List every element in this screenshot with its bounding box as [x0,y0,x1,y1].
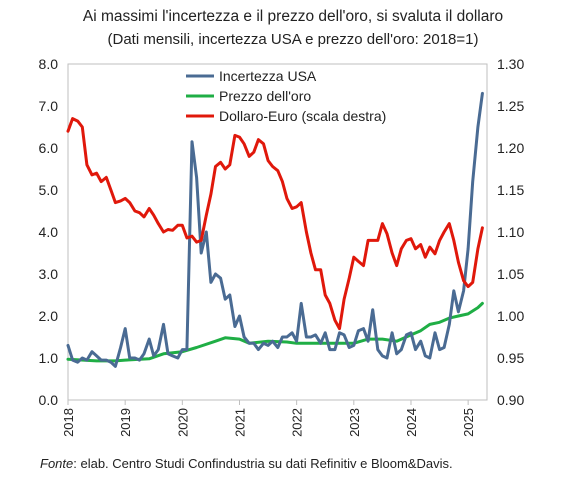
left-tick-label: 0.0 [39,392,59,408]
legend-label: Incertezza USA [219,68,317,84]
source-label: Fonte [40,456,74,471]
right-tick-label: 0.90 [497,392,524,408]
series-line-prezzo-oro [66,301,484,363]
right-tick-label: 1.30 [497,56,524,72]
x-tick-label: 2025 [461,408,476,437]
right-axis: 0.90 0.95 1.00 1.05 1.10 1.15 1.20 1.25 1.30 [497,56,524,408]
right-tick-label: 1.10 [497,224,524,240]
source-note: Fonte: elab. Centro Studi Confindustria … [40,456,453,471]
series-line-incertezza-usa [66,91,484,368]
right-tick-label: 1.15 [497,182,524,198]
left-tick-label: 1.0 [39,350,59,366]
series-layer [66,91,484,368]
source-text: : elab. Centro Studi Confindustria su da… [73,456,453,471]
right-tick-label: 1.05 [497,266,524,282]
left-tick-label: 6.0 [39,140,59,156]
left-tick-label: 5.0 [39,182,59,198]
chart-subtitle: (Dati mensili, incertezza USA e prezzo d… [107,31,479,48]
legend-label: Dollaro-Euro (scala destra) [219,108,386,124]
x-tick-label: 2019 [118,408,133,437]
x-tick-label: 2023 [347,408,362,437]
series-line-dollaro-euro [66,117,484,331]
left-tick-label: 8.0 [39,56,59,72]
right-tick-label: 0.95 [497,350,524,366]
left-axis: 0.0 1.0 2.0 3.0 4.0 5.0 6.0 7.0 8.0 [39,56,59,408]
x-tick-label: 2021 [232,408,247,437]
legend-label: Prezzo dell'oro [219,88,311,104]
legend: Incertezza USA Prezzo dell'oro Dollaro-Eur… [186,68,386,124]
x-tick-label: 2024 [404,408,419,437]
plot-area-frame [67,63,488,401]
left-tick-label: 2.0 [39,308,59,324]
x-axis: 2018 2019 2020 2021 2022 2023 2024 2025 [61,400,476,437]
right-tick-label: 1.25 [497,98,524,114]
x-tick-label: 2018 [61,408,76,437]
right-tick-label: 1.00 [497,308,524,324]
left-tick-label: 3.0 [39,266,59,282]
chart-title: Ai massimi l'incertezza e il prezzo dell… [82,8,504,25]
x-tick-label: 2022 [290,408,305,437]
left-tick-label: 4.0 [39,224,59,240]
left-tick-label: 7.0 [39,98,59,114]
x-tick-label: 2020 [175,408,190,437]
right-tick-label: 1.20 [497,140,524,156]
